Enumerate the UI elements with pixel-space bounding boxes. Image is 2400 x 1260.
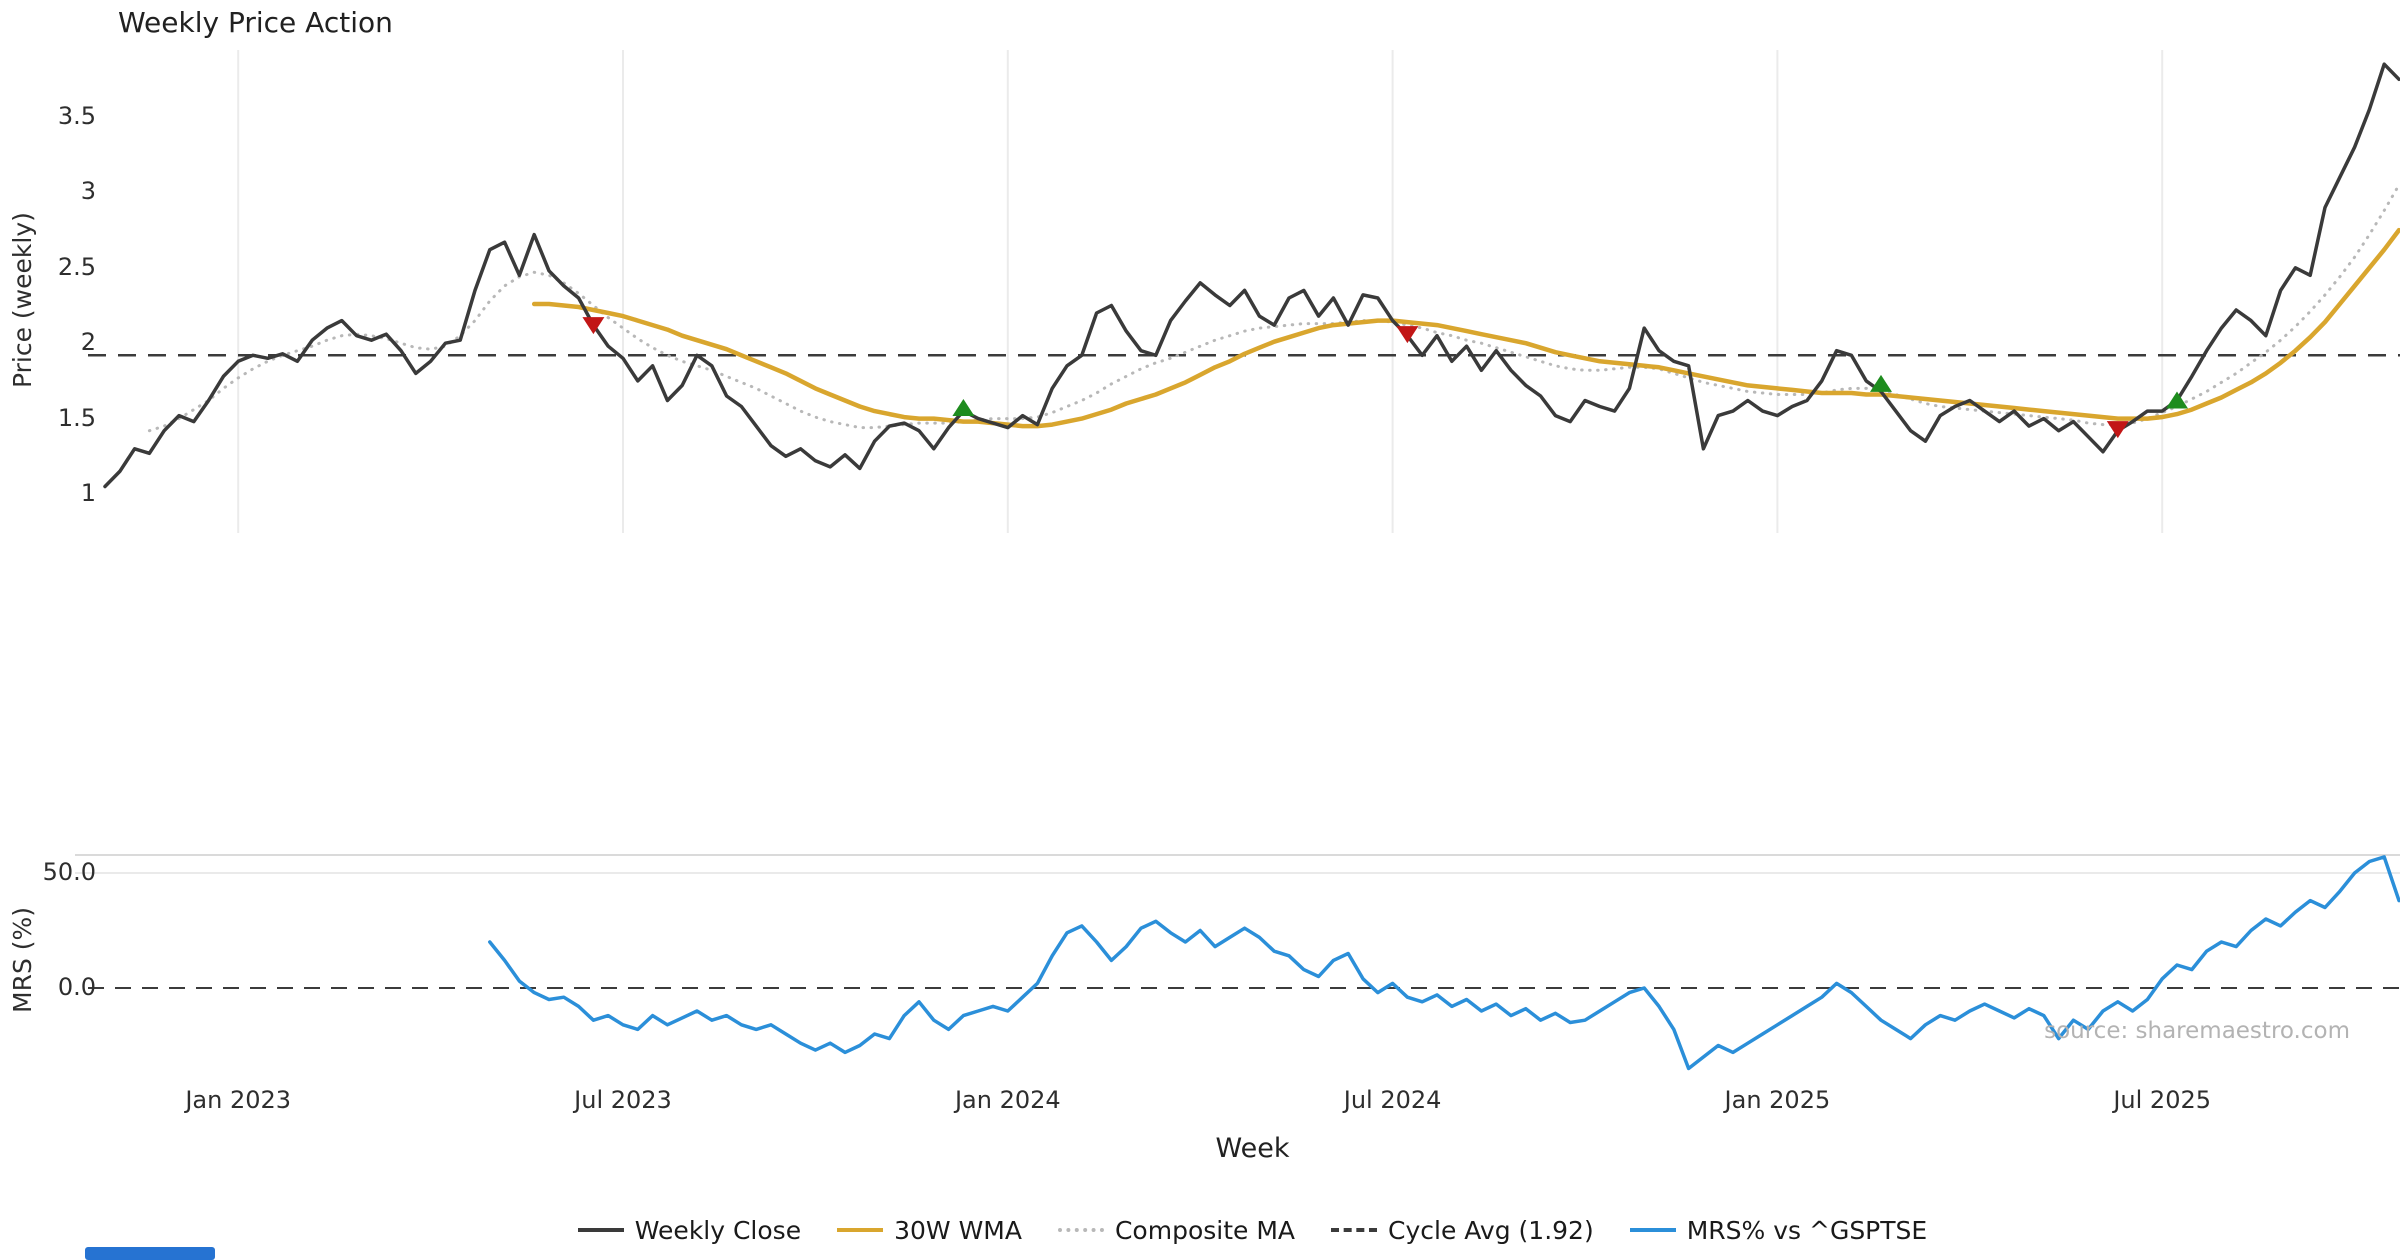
legend-dotted-line-sample: [1057, 1228, 1104, 1232]
legend-label: 30W WMA: [894, 1215, 1022, 1245]
cropped-blue-banner: [85, 1247, 215, 1260]
mrs-line: [488, 855, 2400, 1071]
buy-signal-marker: [1870, 374, 1892, 392]
legend-label: MRS% vs ^GSPTSE: [1686, 1215, 1928, 1245]
weekly-close-line: [103, 62, 2400, 489]
legend-item: Composite MA: [1057, 1215, 1296, 1245]
legend-label: Weekly Close: [634, 1215, 802, 1245]
legend-solid-line-sample: [577, 1228, 624, 1232]
legend-item: Cycle Avg (1.92): [1331, 1216, 1594, 1245]
source-watermark: source: sharemaestro.com: [2044, 1018, 2350, 1044]
sell-signal-marker: [1396, 326, 1419, 344]
legend-item: Weekly Close: [577, 1215, 802, 1245]
sell-signal-marker: [582, 317, 605, 335]
composite-ma-line: [147, 183, 2400, 433]
wma-line: [531, 227, 2400, 429]
legend-label: Composite MA: [1114, 1215, 1296, 1245]
legend-dashed-line-sample: [1331, 1228, 1378, 1232]
buy-signal-marker: [2166, 391, 2188, 409]
legend-item: 30W WMA: [837, 1216, 1022, 1245]
legend-label: Cycle Avg (1.92): [1388, 1215, 1594, 1245]
buy-signal-marker: [952, 399, 975, 417]
legend-solid-line-sample: [1629, 1228, 1676, 1232]
legend-item: MRS% vs ^GSPTSE: [1629, 1215, 1928, 1245]
chart-title: Weekly Price Action: [118, 6, 393, 39]
chart-legend: Weekly Close 30W WMA Composite MA Cycle Avg…: [105, 1205, 2400, 1255]
sell-signal-marker: [2106, 421, 2129, 439]
legend-solid-line-sample: [837, 1228, 884, 1232]
x-axis-label: Week: [1215, 1133, 1290, 1164]
